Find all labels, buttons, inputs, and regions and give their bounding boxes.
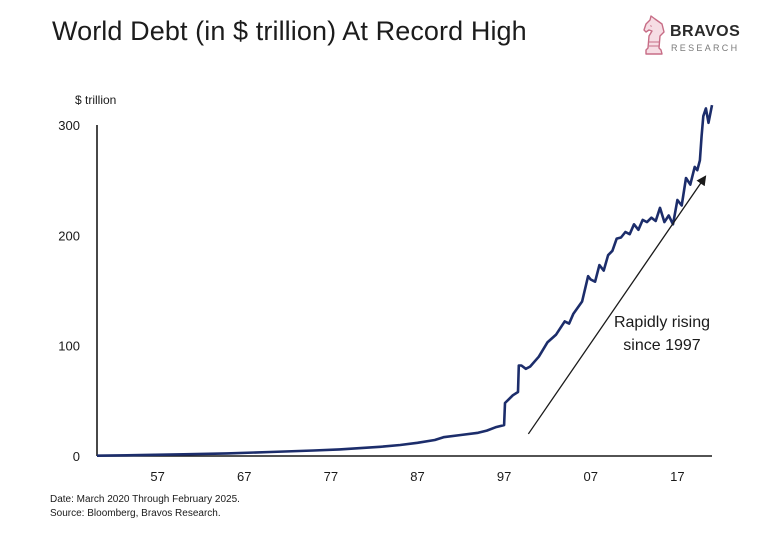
logo-subtitle: RESEARCH (671, 43, 740, 53)
knight-chess-piece-icon (643, 15, 665, 55)
source-note: Source: Bloomberg, Bravos Research. (50, 508, 221, 519)
y-tick-label: 0 (73, 449, 80, 464)
x-tick-label: 87 (410, 469, 424, 484)
annotation-line-2: since 1997 (623, 337, 700, 354)
chart-title: World Debt (in $ trillion) At Record Hig… (52, 16, 527, 46)
y-tick-label: 200 (58, 228, 80, 243)
brand-logo: BRAVOS RESEARCH (640, 14, 760, 64)
x-tick-label: 07 (583, 469, 597, 484)
y-tick-label: 300 (58, 118, 80, 133)
logo-name: BRAVOS (670, 23, 741, 40)
x-tick-label: 67 (237, 469, 251, 484)
trend-arrow (527, 175, 707, 435)
date-note: Date: March 2020 Through February 2025. (50, 494, 240, 505)
x-tick-label: 57 (150, 469, 164, 484)
x-tick-label: 77 (324, 469, 338, 484)
y-tick-label: 100 (58, 339, 80, 354)
x-tick-label: 97 (497, 469, 511, 484)
y-axis-unit-label: $ trillion (75, 93, 116, 107)
world-debt-series-line (96, 104, 714, 457)
annotation-line-1: Rapidly rising (614, 314, 710, 331)
x-tick-label: 17 (670, 469, 684, 484)
